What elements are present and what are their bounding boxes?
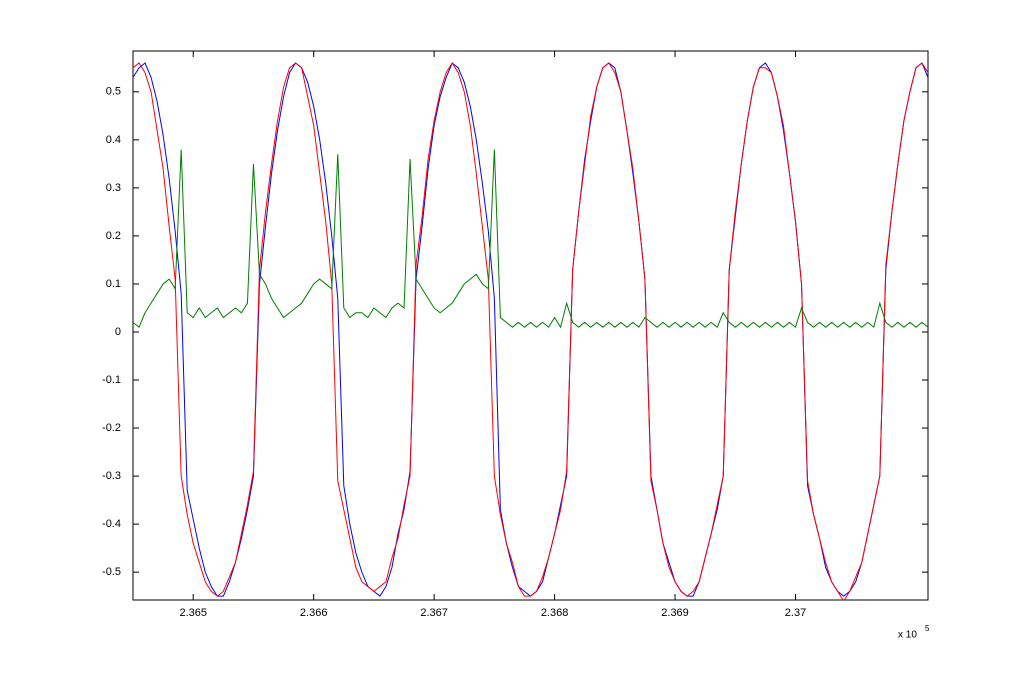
y-tick-label: -0.2	[102, 422, 121, 434]
plot-area	[132, 50, 929, 601]
y-tick-label: -0.5	[102, 566, 121, 578]
x-multiplier: x 10	[898, 630, 917, 641]
x-tick-label: 2.37	[785, 607, 806, 619]
x-tick-label: 2.368	[541, 607, 569, 619]
y-tick-label: 0.2	[106, 230, 121, 242]
series-line	[133, 62, 928, 600]
x-tick-label: 2.366	[300, 607, 328, 619]
y-tick-label: 0.3	[106, 182, 121, 194]
series-line	[133, 149, 928, 329]
y-tick-label: 0.4	[106, 134, 121, 146]
x-tick-label: 2.367	[420, 607, 448, 619]
y-tick-label: -0.1	[102, 374, 121, 386]
x-tick-label: 2.365	[179, 607, 207, 619]
x-tick-label: 2.369	[661, 607, 689, 619]
y-tick-label: -0.3	[102, 470, 121, 482]
y-tick-label: 0.5	[106, 86, 121, 98]
y-tick-label: 0	[115, 326, 121, 338]
y-tick-label: -0.4	[102, 518, 121, 530]
x-multiplier-exponent: 5	[925, 624, 930, 633]
y-tick-label: 0.1	[106, 278, 121, 290]
